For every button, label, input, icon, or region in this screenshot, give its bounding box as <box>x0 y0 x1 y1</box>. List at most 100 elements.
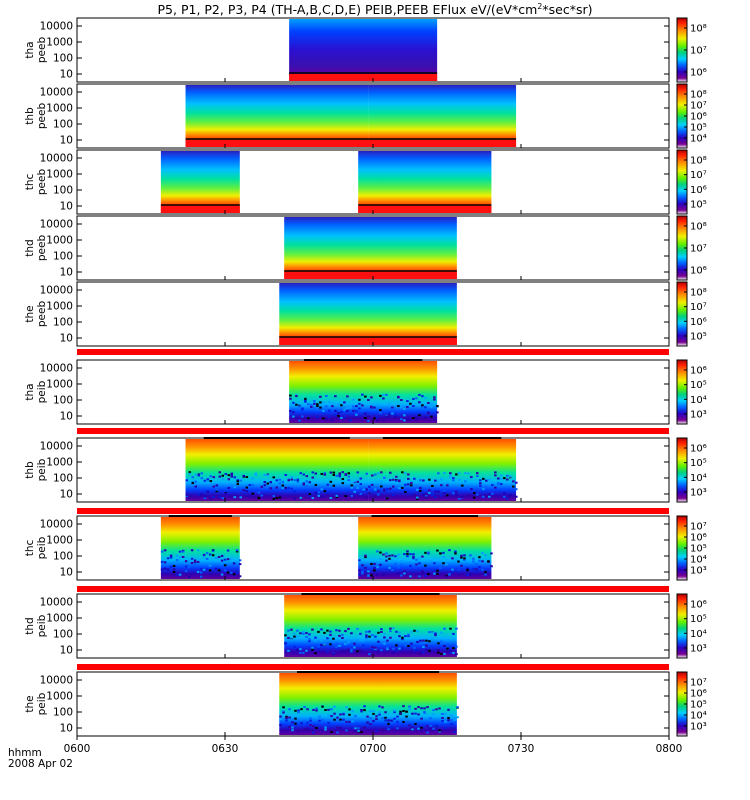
spectrogram-block-thcpeib-1 <box>358 517 492 579</box>
y-axis-probe-label: tha <box>24 383 36 400</box>
y-tick-label: 10 <box>60 489 73 501</box>
spectrogram-block-thbpeeb-1 <box>368 85 517 147</box>
separator-bar <box>77 586 669 592</box>
y-tick-label: 100 <box>53 629 73 641</box>
colorbar-tick-label: 10⁴ <box>690 473 707 484</box>
y-tick-label: 1000 <box>46 613 73 625</box>
colorbar-tick-label: 10³ <box>690 644 707 655</box>
low-energy-band <box>289 74 438 81</box>
y-tick-label: 100 <box>53 707 73 719</box>
y-tick-label: 10000 <box>40 219 73 231</box>
low-energy-band <box>284 272 457 279</box>
colorbar-tick-label: 10⁵ <box>690 614 707 625</box>
low-energy-speckle <box>185 471 369 500</box>
y-tick-label: 1000 <box>46 37 73 49</box>
colorbar-tick-label: 10⁵ <box>690 123 707 134</box>
x-tick-label: 0600 <box>64 743 91 755</box>
colorbar-tick-label: 10³ <box>690 722 707 733</box>
y-tick-label: 1000 <box>46 457 73 469</box>
low-energy-band <box>160 206 240 213</box>
y-axis-product-label: peib <box>36 536 48 559</box>
colorbar-tick-label: 10³ <box>690 488 707 499</box>
y-axis-probe-label: the <box>24 305 36 322</box>
y-axis-probe-label: thd <box>24 617 36 634</box>
colorbar-tick-label: 10⁶ <box>690 600 707 611</box>
y-tick-label: 10 <box>60 645 73 657</box>
y-tick-label: 10 <box>60 333 73 345</box>
colorbar-tick-label: 10⁷ <box>690 101 707 112</box>
y-axis-probe-label: thd <box>24 239 36 256</box>
colorbar <box>676 359 688 425</box>
low-energy-speckle <box>160 549 242 578</box>
colorbar <box>676 437 688 503</box>
colorbar-tick-label: 10⁵ <box>690 700 707 711</box>
figure-title: P5, P1, P2, P3, P4 (TH-A,B,C,D,E) PEIB,P… <box>158 2 593 17</box>
y-tick-label: 10 <box>60 135 73 147</box>
colorbar-tick-label: 10⁴ <box>690 395 707 406</box>
y-tick-label: 1000 <box>46 535 73 547</box>
y-axis-probe-label: tha <box>24 41 36 58</box>
low-energy-band <box>358 206 492 213</box>
y-tick-label: 10000 <box>40 441 73 453</box>
y-axis-product-label: peeb <box>36 235 48 262</box>
colorbar-tick-label: 10⁷ <box>690 244 707 255</box>
separator-bar <box>77 664 669 670</box>
y-axis-probe-label: thb <box>24 107 36 125</box>
y-tick-label: 100 <box>53 317 73 329</box>
y-tick-label: 10 <box>60 411 73 423</box>
x-tick-label: 0630 <box>212 743 239 755</box>
y-tick-label: 10000 <box>40 363 73 375</box>
colorbar-tick-label: 10⁷ <box>690 522 707 533</box>
y-axis-product-label: peeb <box>36 37 48 64</box>
colorbar-tick-label: 10⁵ <box>690 544 707 555</box>
colorbar-tick-label: 10⁶ <box>690 112 707 123</box>
colorbar-tick-label: 10⁷ <box>690 170 707 181</box>
spectrogram-block-thdpeeb-0 <box>284 217 457 279</box>
y-tick-label: 100 <box>53 185 73 197</box>
low-energy-speckle <box>358 549 493 578</box>
y-tick-label: 10000 <box>40 597 73 609</box>
colorbar-tick-label: 10⁷ <box>690 302 707 313</box>
y-tick-label: 100 <box>53 251 73 263</box>
spectrogram-block-thcpeeb-0 <box>160 151 240 213</box>
colorbar-tick-label: 10⁶ <box>690 444 707 455</box>
low-energy-speckle <box>284 627 458 656</box>
y-tick-label: 10 <box>60 567 73 579</box>
low-energy-speckle <box>368 471 518 500</box>
colorbar-tick-label: 10⁶ <box>690 689 707 700</box>
y-tick-label: 100 <box>53 53 73 65</box>
panel-thapeeb: 10000 1000 100 10 tha peeb 10⁸ 10⁷ 10⁶ <box>24 17 707 83</box>
spectrogram-block-thapeeb-0 <box>289 19 438 81</box>
spectrogram-block-thbpeib-1 <box>368 439 517 501</box>
colorbar-tick-label: 10⁵ <box>690 200 707 211</box>
y-axis-probe-label: the <box>24 695 36 712</box>
y-axis-product-label: peeb <box>36 103 48 130</box>
panel-thepeeb: 10000 1000 100 10 the peeb 10⁸ 10⁷ 10⁶ 10⁵ <box>24 281 707 347</box>
y-tick-label: 1000 <box>46 169 73 181</box>
low-energy-speckle <box>289 393 439 422</box>
y-tick-label: 10 <box>60 267 73 279</box>
y-tick-label: 10000 <box>40 21 73 33</box>
x-axis-date-label: 2008 Apr 02 <box>8 758 73 770</box>
separator-bar <box>77 428 669 434</box>
y-tick-label: 10 <box>60 201 73 213</box>
y-tick-label: 100 <box>53 473 73 485</box>
x-axis: 0600 0630 0700 0730 0800 <box>64 736 683 755</box>
panel-thdpeeb: 10000 1000 100 10 thd peeb 10⁸ 10⁷ 10⁶ <box>24 215 707 281</box>
low-energy-band <box>368 140 517 147</box>
panel-separators <box>77 349 669 670</box>
spectrogram-block-thcpeeb-1 <box>358 151 492 213</box>
y-axis-product-label: peib <box>36 614 48 637</box>
y-axis-product-label: peib <box>36 458 48 481</box>
y-tick-label: 1000 <box>46 235 73 247</box>
y-tick-label: 1000 <box>46 379 73 391</box>
y-axis-probe-label: thb <box>24 461 36 479</box>
x-tick-label: 0800 <box>656 743 683 755</box>
y-axis-probe-label: thc <box>24 540 36 557</box>
colorbar-tick-label: 10⁷ <box>690 46 707 57</box>
colorbar-tick-label: 10⁵ <box>690 332 707 343</box>
